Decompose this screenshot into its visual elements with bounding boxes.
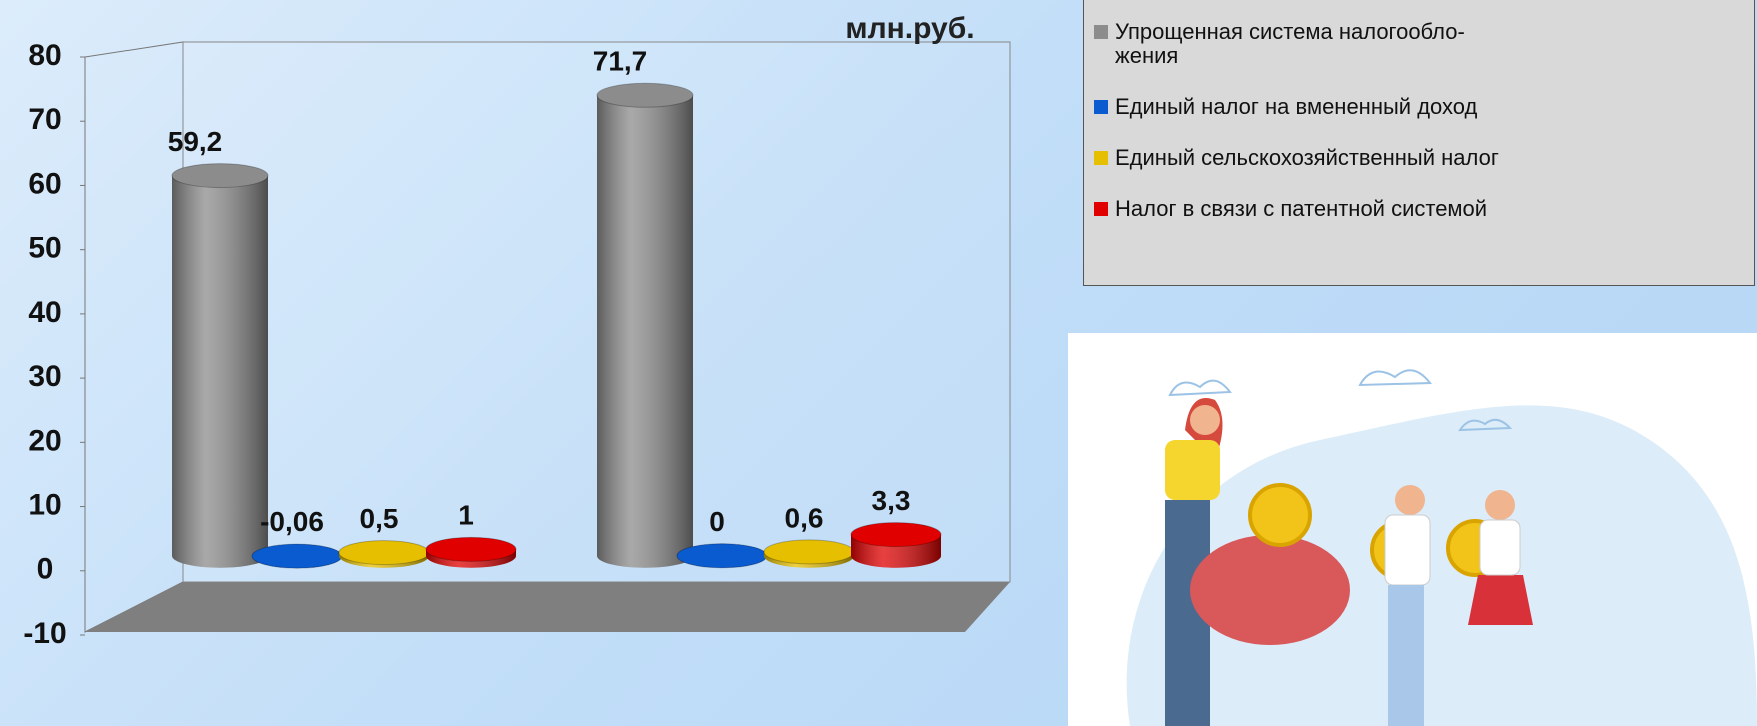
girl-skirt [1468, 575, 1533, 625]
y-tick-label: 50 [28, 232, 61, 265]
coin [1370, 520, 1430, 580]
bar-top [338, 540, 430, 566]
legend-item: Единый сельскохозяйственный налог [1094, 146, 1754, 170]
y-tick-label: -10 [23, 617, 66, 650]
value-label: 0 [709, 506, 725, 537]
bar-shade [172, 175, 268, 556]
clouds [1168, 369, 1513, 432]
chart: млн.руб. -100102030405060708059,271,7-0,… [23, 12, 1011, 650]
head [1485, 490, 1515, 520]
value-label: 71,7 [593, 46, 648, 77]
head [1190, 405, 1220, 435]
illustration-bg [1068, 333, 1757, 726]
value-label: 0,6 [785, 502, 824, 533]
unit-label: млн.руб. [845, 12, 974, 45]
legend-swatch [1094, 202, 1108, 216]
legend-swatch [1094, 151, 1108, 165]
y-tick-label: 20 [28, 424, 61, 457]
girl-shirt [1479, 519, 1521, 576]
trousers [1165, 500, 1210, 726]
y-tick-label: 0 [37, 553, 54, 586]
shirt [1165, 440, 1220, 500]
legend: Упрощенная система налогообло- жения Един… [1083, 0, 1755, 286]
y-tick-label: 40 [28, 296, 61, 329]
bar-top [425, 536, 517, 562]
y-tick-label: 30 [28, 360, 61, 393]
legend-item: Упрощенная система налогообло- жения [1094, 20, 1754, 68]
legend-item: Единый налог на вмененный доход [1094, 95, 1754, 119]
bar-top [676, 543, 768, 569]
y-tick-label: 10 [28, 488, 61, 521]
coin [1248, 483, 1312, 547]
value-label: 0,5 [360, 503, 399, 534]
y-tick-label: 80 [28, 39, 61, 72]
y-tick-label: 70 [28, 103, 61, 136]
legend-label: Налог в связи с патентной системой [1115, 196, 1488, 221]
floor [85, 582, 1010, 632]
legend-item: Налог в связи с патентной системой [1094, 197, 1754, 221]
legend-label: Единый сельскохозяйственный налог [1115, 145, 1499, 170]
bar-top [596, 82, 694, 108]
legend-label: Упрощенная система налогообло- жения [1115, 19, 1465, 68]
piggy-bank [1190, 535, 1350, 645]
bar-top [251, 543, 343, 569]
bar-top [763, 539, 855, 565]
bar-shade [597, 95, 693, 556]
boy-shirt [1384, 514, 1431, 586]
bar-top [850, 522, 942, 548]
coin [1446, 519, 1504, 577]
value-label: 1 [458, 500, 474, 531]
head [1395, 485, 1425, 515]
boy-trousers [1388, 585, 1424, 726]
legend-swatch [1094, 100, 1108, 114]
bar-top [171, 163, 269, 189]
value-label: 59,2 [168, 126, 223, 157]
hair [1185, 398, 1223, 460]
legend-swatch [1094, 25, 1108, 39]
value-label: 3,3 [872, 485, 911, 516]
blob [1126, 405, 1757, 726]
legend-label: Единый налог на вмененный доход [1115, 94, 1478, 119]
value-label: -0,06 [260, 506, 324, 537]
y-tick-label: 60 [28, 167, 61, 200]
